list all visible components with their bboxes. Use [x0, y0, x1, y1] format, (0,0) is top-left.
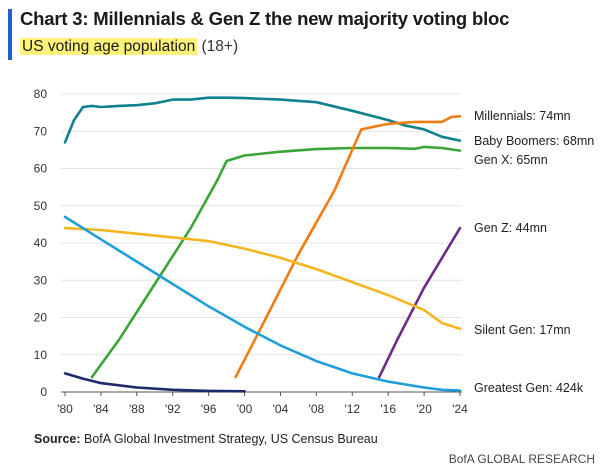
x-tick-label: '20 [416, 402, 432, 416]
y-tick-label: 70 [34, 124, 48, 138]
series-label-greatest-gen: Greatest Gen: 424k [474, 381, 584, 395]
x-tick-label: '92 [165, 402, 181, 416]
y-tick-label: 30 [34, 273, 48, 287]
series-label-gen-z: Gen Z: 44mn [474, 221, 547, 235]
y-tick-label: 0 [40, 385, 47, 399]
y-tick-label: 40 [34, 236, 48, 250]
series-line-greatest-gen [63, 215, 462, 392]
y-tick-label: 80 [34, 87, 48, 101]
series-line-gen-z [377, 226, 462, 379]
source-note: Source: BofA Global Investment Strategy,… [34, 432, 378, 446]
series-line-silent-gen [63, 226, 462, 330]
y-tick-label: 50 [34, 199, 48, 213]
x-axis-ticks: '80 '84 '88 '92 '96 '00 '04 '08 '12 '16 '20 '24 [57, 392, 468, 416]
series-labels: Baby Boomers: 68mn Gen X: 65mn Millennials… [474, 109, 594, 395]
source-label: Source: [34, 432, 81, 446]
x-tick-label: '24 [452, 402, 468, 416]
subtitle-highlight: US voting age population [20, 38, 198, 55]
x-tick-label: '80 [57, 402, 73, 416]
series-label-silent-gen: Silent Gen: 17mn [474, 323, 571, 337]
series-line-pre-greatest [63, 372, 246, 393]
x-tick-label: '08 [309, 402, 325, 416]
source-text: BofA Global Investment Strategy, US Cens… [80, 432, 378, 446]
series-line-gen-x [90, 145, 462, 379]
series-label-gen-x: Gen X: 65mn [474, 153, 548, 167]
x-tick-label: '00 [237, 402, 253, 416]
x-tick-label: '12 [344, 402, 360, 416]
title-accent-bar [8, 9, 12, 60]
series-line-baby-boomers [63, 96, 462, 144]
x-tick-label: '88 [129, 402, 145, 416]
chart-title: Chart 3: Millennials & Gen Z the new maj… [20, 8, 510, 29]
series-label-baby-boomers: Baby Boomers: 68mn [474, 134, 594, 148]
x-tick-label: '84 [93, 402, 109, 416]
gridlines [61, 93, 462, 393]
series-lines [63, 96, 462, 393]
x-tick-label: '04 [273, 402, 289, 416]
y-tick-label: 60 [34, 162, 48, 176]
series-line-millennials [234, 115, 462, 379]
y-tick-label: 20 [34, 311, 48, 325]
subtitle-rest: (18+) [197, 38, 239, 55]
brand-footer: BofA GLOBAL RESEARCH [448, 452, 595, 466]
y-tick-label: 10 [34, 348, 48, 362]
x-tick-label: '16 [380, 402, 396, 416]
chart-subtitle: US voting age population (18+) [20, 38, 238, 56]
x-tick-label: '96 [201, 402, 217, 416]
y-axis-ticks: 0 10 20 30 40 50 60 70 80 [34, 87, 48, 399]
series-label-millennials: Millennials: 74mn [474, 109, 571, 123]
